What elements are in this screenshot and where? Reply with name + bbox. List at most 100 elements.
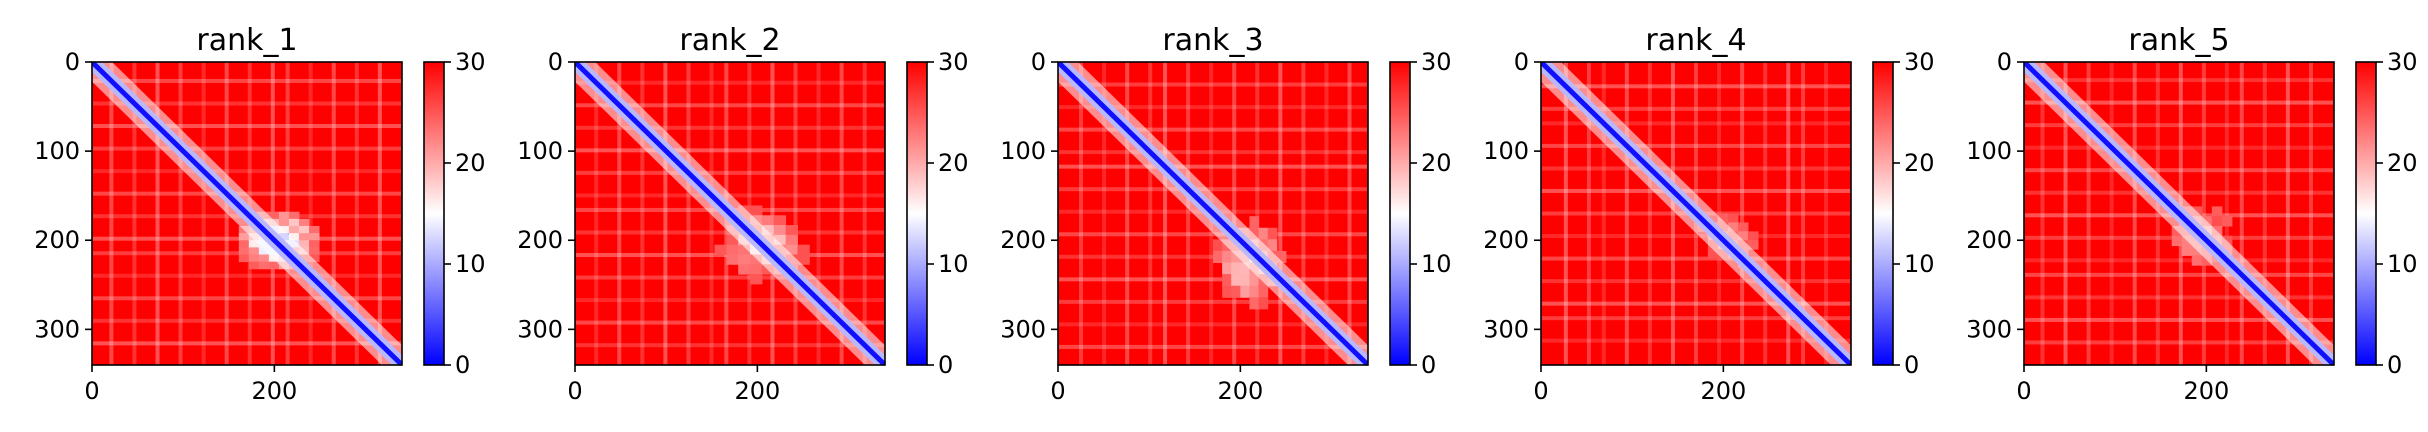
diagonal-core [575,62,885,365]
y-tick-label: 200 [1966,226,2012,254]
heatmap-cell [1231,274,1241,287]
heatmap-streak [92,78,402,83]
heatmap-streak [1763,62,1768,365]
heatmap-streak [575,80,885,85]
heatmap-cell [238,240,250,248]
colorbar: 0 10 20 30 [423,48,486,379]
heatmap-cell [2221,216,2233,227]
heatmap-cell [773,215,787,226]
colorbar-frame [1389,61,1411,366]
heatmap-frame [2023,61,2335,366]
y-tick-label: 100 [1483,137,1529,165]
heatmap-streak [1301,62,1306,365]
colorbar: 0 10 20 30 [906,48,969,379]
panel-title: rank_3 [1162,23,1263,58]
heatmap-streak [1824,62,1829,365]
heatmap-cell [750,254,763,265]
heatmap-streak [2308,62,2313,365]
heatmap-cell [1231,262,1241,275]
x-tick-label: 200 [734,377,780,405]
heatmap-streak [92,296,402,301]
heatmap-cell [2171,235,2183,247]
heatmap-streak [1541,256,1851,261]
heatmap-cell [1222,250,1232,264]
colorbar-frame [423,61,445,366]
colorbar-tick-label: 0 [1904,351,1919,379]
heatmap-streak [92,124,402,129]
heatmap-streak [2063,62,2068,365]
heatmap-streak [92,341,402,346]
heatmap-cell [761,225,775,236]
heatmap-cell [1231,285,1241,298]
colorbar-tick-label: 30 [1421,48,1452,76]
heatmap-streak [155,62,160,365]
heatmap-streak [92,101,402,106]
heatmap-cell [1213,250,1223,264]
heatmap-frame [91,61,403,366]
heatmap-streak [2132,62,2137,365]
heatmap-streak [2024,258,2334,263]
y-tick-label: 300 [1483,315,1529,343]
heatmap-streak [1058,82,1368,87]
heatmap-streak [92,169,402,174]
x-tick-label: 200 [2183,377,2229,405]
heatmap-cell [288,211,300,220]
heatmap-streak [1186,62,1191,365]
heatmap-cell [309,240,320,248]
heatmap-cell [309,233,320,241]
heatmap-panel-3: rank_3 0 100 200 300 0 200 0 10 20 30 [1000,23,1451,405]
heatmap-cell [238,254,250,263]
heatmap-cell [726,254,739,265]
heatmap-cell [1249,285,1260,298]
colorbar-gradient [2356,62,2376,365]
heatmap-streak [2155,62,2160,365]
heatmap-image [1058,62,1368,365]
heatmap-cell [761,215,775,226]
heatmap-streak [201,62,206,365]
heatmap-streak [2239,62,2244,365]
heatmap-cell [288,233,300,241]
heatmap-streak [1347,62,1352,365]
heatmap-streak [1058,344,1368,349]
heatmap-cell [738,254,751,265]
heatmap-cell [1717,213,1729,223]
heatmap-streak [1586,62,1591,365]
heatmap-streak [1647,62,1652,365]
panel-title: rank_4 [1645,23,1746,58]
heatmap-cell [298,233,310,241]
heatmap-streak [1541,234,1851,239]
colorbar: 0 10 20 30 [1872,48,1935,379]
y-tick-label: 0 [1997,48,2012,76]
heatmap-cell [288,218,300,227]
colorbar-tick-label: 10 [1421,250,1452,278]
colorbar-tick-label: 0 [1421,351,1436,379]
colorbar-gradient [1873,62,1893,365]
heatmap-cell [1267,239,1278,252]
heatmap-streak [816,62,821,365]
heatmap-cell [1747,240,1759,250]
y-tick-label: 200 [1000,226,1046,254]
heatmap-cell [726,244,739,255]
heatmap-streak [2201,62,2206,365]
heatmap-cell [1222,285,1232,298]
heatmap-panel-1: rank_1 0 100 200 300 0 200 0 10 20 30 [34,23,485,405]
colorbar-tick-label: 20 [1904,149,1935,177]
diagonal-core [92,62,402,365]
heatmap-streak [1541,143,1851,148]
colorbar-tick-label: 0 [455,351,470,379]
heatmap-cell [1222,262,1232,275]
panel-title: rank_2 [679,23,780,58]
heatmap-streak [2024,190,2334,195]
heatmap-frame [1057,61,1369,366]
heatmap-cell [268,211,280,220]
colorbar-tick-label: 30 [1904,48,1935,76]
heatmap-cell [1213,239,1223,252]
colorbar-tick-label: 20 [1421,149,1452,177]
colorbar: 0 10 20 30 [2355,48,2418,379]
heatmap-cell [785,244,798,255]
heatmap-cell [2221,235,2233,247]
heatmap-streak [1541,121,1851,126]
heatmap-streak [331,62,336,365]
heatmap-cell [258,261,270,270]
